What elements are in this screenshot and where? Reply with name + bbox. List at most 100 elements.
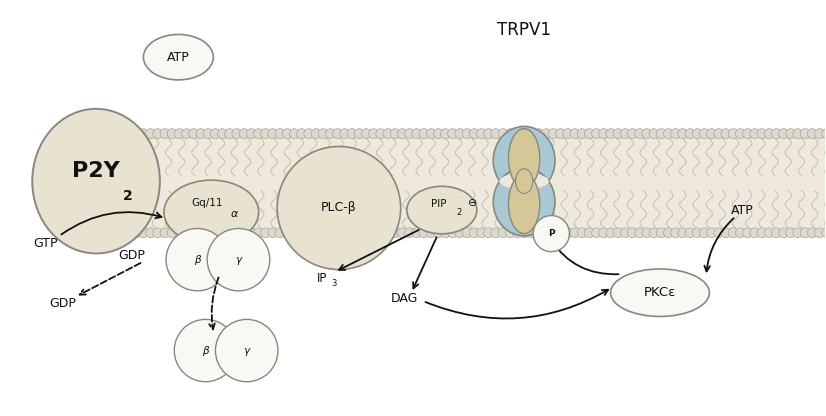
Ellipse shape xyxy=(124,129,134,139)
Ellipse shape xyxy=(599,129,609,139)
Ellipse shape xyxy=(246,129,256,139)
Ellipse shape xyxy=(246,228,256,238)
Text: ATP: ATP xyxy=(167,51,190,64)
Ellipse shape xyxy=(297,228,306,238)
Ellipse shape xyxy=(412,129,421,139)
Ellipse shape xyxy=(333,228,343,238)
Ellipse shape xyxy=(275,129,285,139)
Ellipse shape xyxy=(240,228,249,238)
Ellipse shape xyxy=(311,228,321,238)
Ellipse shape xyxy=(714,129,724,139)
Ellipse shape xyxy=(721,228,731,238)
Ellipse shape xyxy=(642,129,652,139)
Ellipse shape xyxy=(678,129,688,139)
Ellipse shape xyxy=(182,129,192,139)
Ellipse shape xyxy=(174,228,184,238)
Ellipse shape xyxy=(304,228,314,238)
Ellipse shape xyxy=(131,228,141,238)
Ellipse shape xyxy=(613,228,623,238)
Ellipse shape xyxy=(570,129,580,139)
Ellipse shape xyxy=(771,228,781,238)
Ellipse shape xyxy=(685,228,695,238)
Ellipse shape xyxy=(362,228,372,238)
Ellipse shape xyxy=(477,129,487,139)
Ellipse shape xyxy=(700,228,710,238)
Ellipse shape xyxy=(477,228,487,238)
Ellipse shape xyxy=(397,129,407,139)
Text: GTP: GTP xyxy=(33,237,57,250)
Text: GDP: GDP xyxy=(50,297,77,310)
Ellipse shape xyxy=(390,129,400,139)
Ellipse shape xyxy=(822,129,826,139)
Text: TRPV1: TRPV1 xyxy=(497,21,551,40)
Ellipse shape xyxy=(793,129,803,139)
Ellipse shape xyxy=(493,126,555,195)
Ellipse shape xyxy=(32,109,160,253)
Text: 3: 3 xyxy=(331,279,337,288)
Ellipse shape xyxy=(556,228,566,238)
Ellipse shape xyxy=(584,228,594,238)
Ellipse shape xyxy=(506,228,515,238)
Ellipse shape xyxy=(124,228,134,238)
Text: DAG: DAG xyxy=(391,292,419,305)
Ellipse shape xyxy=(174,129,184,139)
Ellipse shape xyxy=(455,129,465,139)
Ellipse shape xyxy=(534,228,544,238)
Ellipse shape xyxy=(512,228,522,238)
Ellipse shape xyxy=(750,129,760,139)
Ellipse shape xyxy=(232,228,242,238)
Ellipse shape xyxy=(735,228,745,238)
Ellipse shape xyxy=(613,129,623,139)
Ellipse shape xyxy=(455,228,465,238)
Ellipse shape xyxy=(509,174,539,234)
Ellipse shape xyxy=(448,228,458,238)
Ellipse shape xyxy=(591,228,601,238)
Ellipse shape xyxy=(189,228,199,238)
Ellipse shape xyxy=(692,228,702,238)
Ellipse shape xyxy=(556,129,566,139)
Ellipse shape xyxy=(814,129,824,139)
Ellipse shape xyxy=(563,129,572,139)
Ellipse shape xyxy=(800,228,810,238)
Ellipse shape xyxy=(225,228,235,238)
Ellipse shape xyxy=(325,129,335,139)
Ellipse shape xyxy=(771,129,781,139)
Ellipse shape xyxy=(685,129,695,139)
Ellipse shape xyxy=(440,129,450,139)
Ellipse shape xyxy=(419,228,429,238)
Text: PKCε: PKCε xyxy=(643,286,676,299)
Ellipse shape xyxy=(268,129,278,139)
Text: PLC-β: PLC-β xyxy=(321,201,357,215)
Ellipse shape xyxy=(606,228,616,238)
Ellipse shape xyxy=(491,228,501,238)
Text: γ: γ xyxy=(235,255,241,265)
Ellipse shape xyxy=(520,228,529,238)
Text: β: β xyxy=(194,255,201,265)
Ellipse shape xyxy=(493,168,555,236)
Ellipse shape xyxy=(354,228,364,238)
Ellipse shape xyxy=(390,228,400,238)
Text: P: P xyxy=(548,229,554,238)
Ellipse shape xyxy=(182,228,192,238)
Ellipse shape xyxy=(174,319,237,382)
Ellipse shape xyxy=(211,129,221,139)
Text: ⊖: ⊖ xyxy=(468,198,477,208)
Ellipse shape xyxy=(800,129,810,139)
Ellipse shape xyxy=(520,129,529,139)
Ellipse shape xyxy=(620,228,630,238)
Ellipse shape xyxy=(512,129,522,139)
Text: 2: 2 xyxy=(122,188,132,203)
Ellipse shape xyxy=(591,129,601,139)
Ellipse shape xyxy=(678,228,688,238)
Ellipse shape xyxy=(434,228,444,238)
Ellipse shape xyxy=(500,173,548,189)
Ellipse shape xyxy=(541,228,551,238)
Text: IP: IP xyxy=(317,272,328,285)
Ellipse shape xyxy=(757,228,767,238)
Ellipse shape xyxy=(534,215,569,252)
Ellipse shape xyxy=(289,228,299,238)
Ellipse shape xyxy=(196,228,206,238)
Ellipse shape xyxy=(383,228,393,238)
Ellipse shape xyxy=(620,129,630,139)
Ellipse shape xyxy=(491,129,501,139)
